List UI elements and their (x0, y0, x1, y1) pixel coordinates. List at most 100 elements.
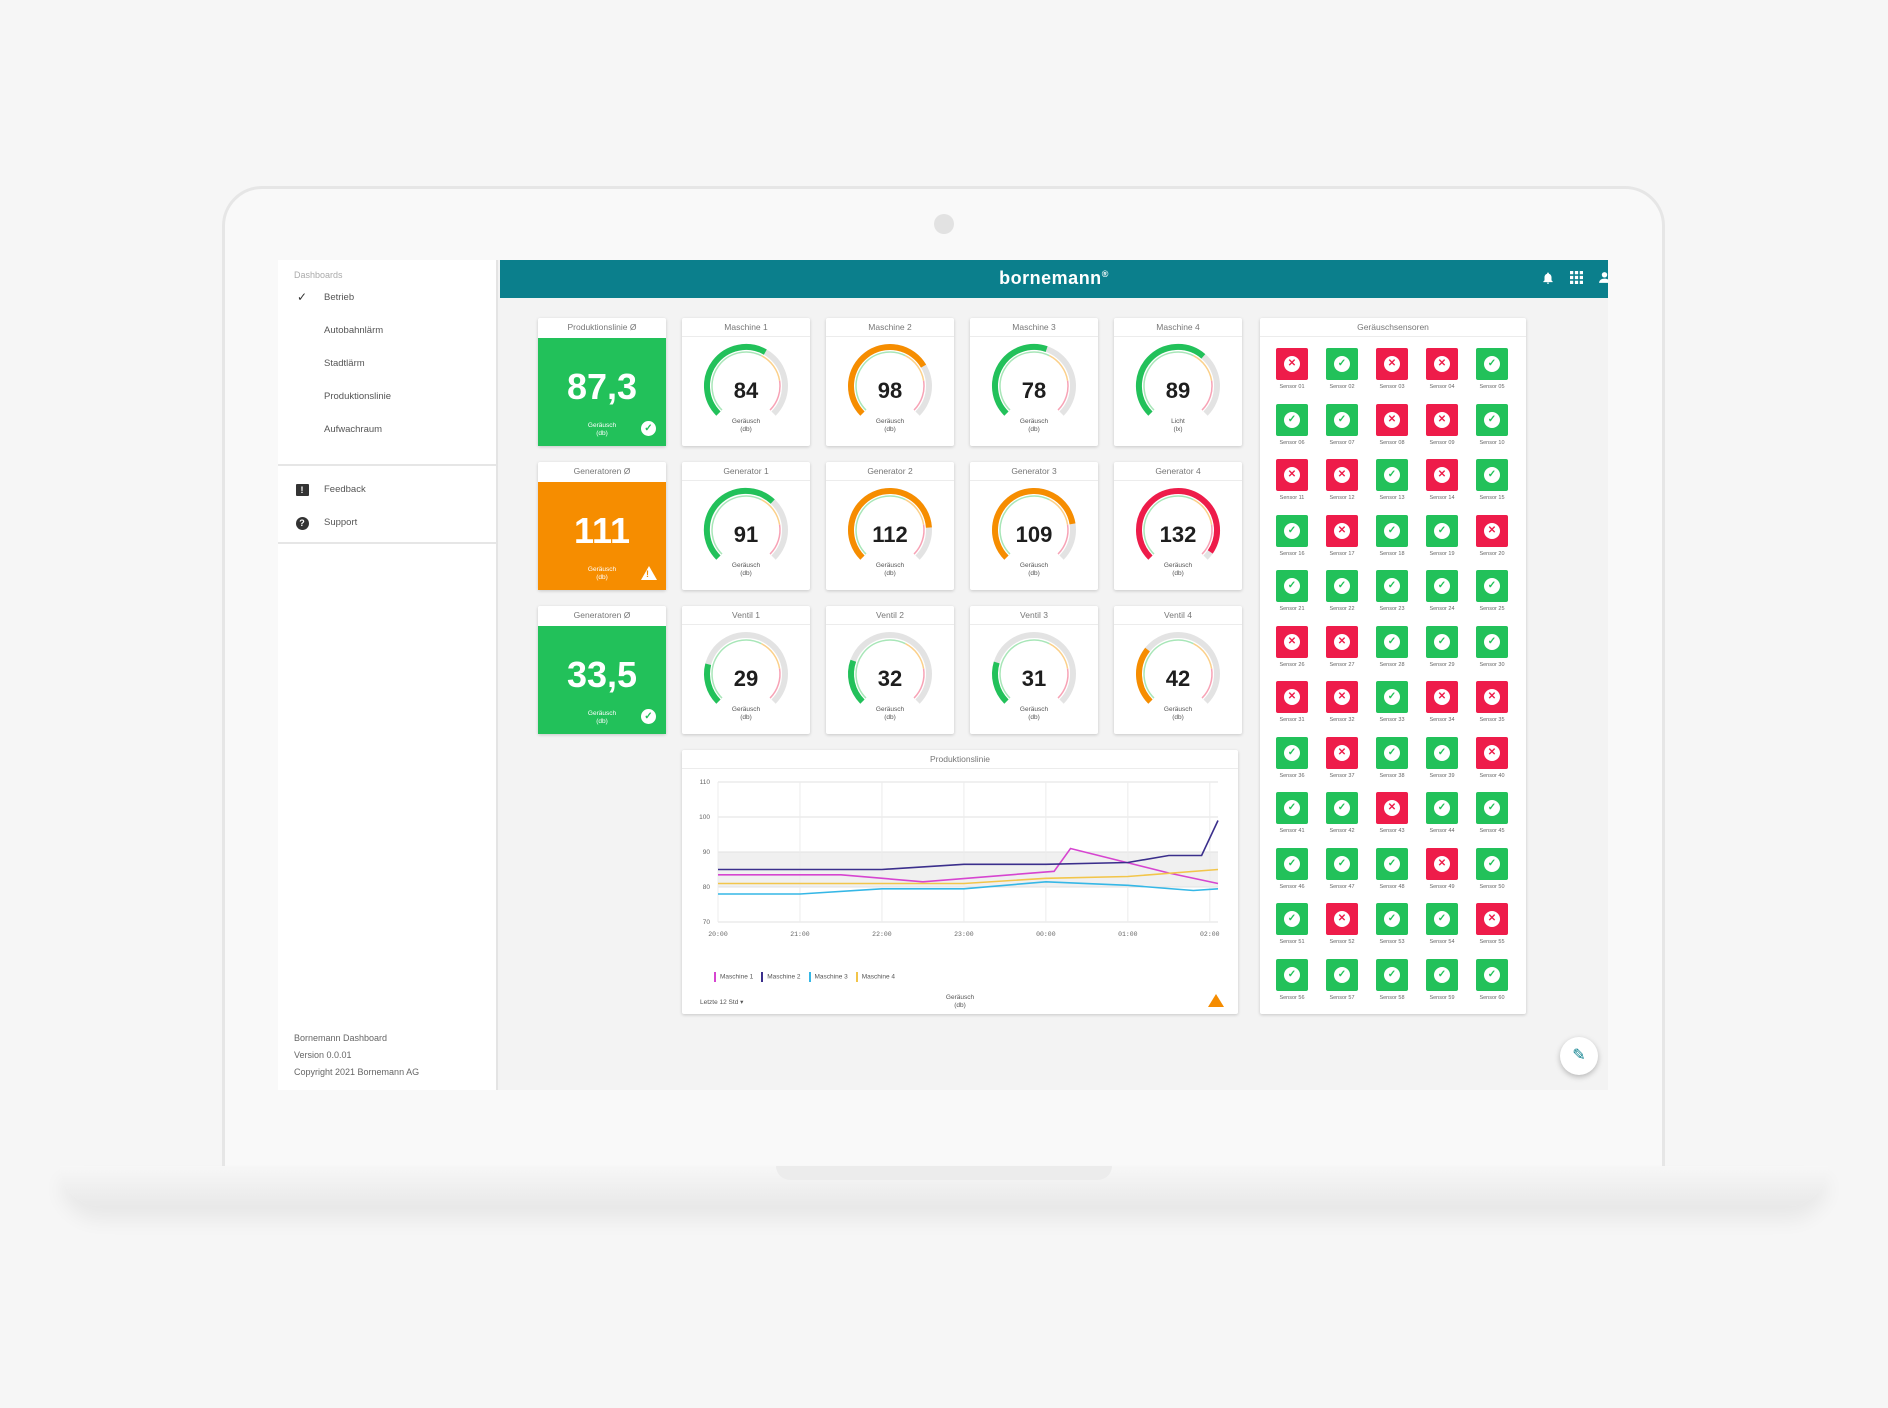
sensor-tile[interactable]: ✕ Sensor 09 (1420, 403, 1460, 456)
sensor-tile[interactable]: ✓ Sensor 19 (1420, 514, 1460, 567)
gauge-card[interactable]: Ventil 1 29 Geräusch (db) (682, 606, 810, 734)
range-dropdown[interactable]: Letzte 12 Std ▾ (700, 999, 744, 1006)
sensor-tile[interactable]: ✓ Sensor 25 (1470, 570, 1510, 622)
sensor-tile[interactable]: ✓ Sensor 10 (1470, 403, 1510, 456)
sensor-tile[interactable]: ✓ Sensor 07 (1320, 403, 1360, 456)
gauge-zone (1057, 668, 1069, 699)
sensor-label: Sensor 49 (1429, 883, 1455, 890)
sensor-tile[interactable]: ✓ Sensor 39 (1420, 736, 1460, 789)
sensor-tile[interactable]: ✕ Sensor 03 (1370, 348, 1410, 400)
sensor-tile[interactable]: ✓ Sensor 60 (1470, 958, 1510, 1011)
check-circle-icon: ✓ (1434, 633, 1450, 650)
sensor-tile[interactable]: ✕ Sensor 17 (1320, 514, 1360, 567)
chart-card-produktionslinie[interactable]: Produktionslinie 70 80 90 100 110 20:00 21:00 2… (682, 750, 1238, 1014)
sensor-tile[interactable]: ✓ Sensor 29 (1420, 625, 1460, 678)
sidebar-item-betrieb[interactable]: ✓ Betrieb (278, 282, 496, 312)
average-card-produktionslinie[interactable]: Produktionslinie Ø 87,3 Geräusch (db) ✓ (538, 318, 666, 446)
sensor-tile[interactable]: ✕ Sensor 04 (1420, 348, 1460, 400)
sensor-tile[interactable]: ✕ Sensor 12 (1320, 459, 1360, 511)
sensor-tile[interactable]: ✓ Sensor 53 (1370, 903, 1410, 955)
sensor-tile[interactable]: ✕ Sensor 52 (1320, 903, 1360, 955)
sensor-tile[interactable]: ✕ Sensor 11 (1270, 459, 1310, 511)
legend-item[interactable]: Maschine 1 (714, 972, 753, 982)
check-circle-icon: ✓ (1334, 855, 1350, 872)
sensor-tile[interactable]: ✕ Sensor 20 (1470, 514, 1510, 567)
sensor-tile[interactable]: ✓ Sensor 24 (1420, 570, 1460, 622)
average-card-generatoren[interactable]: Generatoren Ø 111 Geräusch (db) ! (538, 462, 666, 590)
sensor-tile[interactable]: ✓ Sensor 38 (1370, 736, 1410, 789)
sidebar-item-stadtlaerm[interactable]: Stadtlärm (278, 348, 496, 378)
gauge-card[interactable]: Generator 1 91 Geräusch (db) (682, 462, 810, 590)
sensor-tile[interactable]: ✓ Sensor 45 (1470, 792, 1510, 844)
sensor-tile[interactable]: ✓ Sensor 47 (1320, 847, 1360, 900)
sensor-tile[interactable]: ✕ Sensor 14 (1420, 459, 1460, 511)
sidebar-item-aufwachraum[interactable]: Aufwachraum (278, 414, 496, 444)
gauge-card[interactable]: Maschine 4 89 Licht (lx) (1114, 318, 1242, 446)
sidebar-item-produktionslinie[interactable]: Produktionslinie (278, 381, 496, 411)
sensor-tile[interactable]: ✓ Sensor 48 (1370, 847, 1410, 900)
sensor-tile[interactable]: ✓ Sensor 05 (1470, 348, 1510, 400)
sensor-tile[interactable]: ✓ Sensor 22 (1320, 570, 1360, 622)
gauge-card[interactable]: Ventil 2 32 Geräusch (db) (826, 606, 954, 734)
edit-fab-button[interactable]: ✎ (1560, 1037, 1598, 1075)
sensor-tile[interactable]: ✓ Sensor 59 (1420, 958, 1460, 1011)
sensor-tile[interactable]: ✓ Sensor 42 (1320, 792, 1360, 844)
sensor-tile[interactable]: ✕ Sensor 01 (1270, 348, 1310, 400)
sensor-tile[interactable]: ✓ Sensor 02 (1320, 348, 1360, 400)
sensor-tile[interactable]: ✓ Sensor 51 (1270, 903, 1310, 955)
error-circle-icon: ✕ (1434, 855, 1450, 872)
legend-item[interactable]: Maschine 2 (761, 972, 801, 982)
sensor-tile[interactable]: ✕ Sensor 35 (1470, 681, 1510, 733)
sensor-tile[interactable]: ✕ Sensor 34 (1420, 681, 1460, 733)
sensor-label: Sensor 31 (1279, 717, 1305, 723)
sensor-tile[interactable]: ✓ Sensor 33 (1370, 681, 1410, 733)
sensor-tile[interactable]: ✓ Sensor 28 (1370, 625, 1410, 678)
sensor-tile[interactable]: ✓ Sensor 41 (1270, 792, 1310, 844)
sensor-tile[interactable]: ✓ Sensor 50 (1470, 847, 1510, 900)
gauge-card[interactable]: Ventil 3 31 Geräusch (db) (970, 606, 1098, 734)
sensor-tile[interactable]: ✓ Sensor 58 (1370, 958, 1410, 1011)
sidebar-item-autobahnlaerm[interactable]: Autobahnlärm (278, 315, 496, 345)
sensor-tile[interactable]: ✓ Sensor 21 (1270, 570, 1310, 622)
apps-grid-icon[interactable] (1568, 271, 1584, 287)
sensor-tile[interactable]: ✓ Sensor 36 (1270, 736, 1310, 789)
sensor-tile[interactable]: ✕ Sensor 32 (1320, 681, 1360, 733)
footer-version: Version 0.0.01 (294, 1050, 352, 1060)
sidebar-item-support[interactable]: ? Support (278, 507, 496, 537)
sensor-tile[interactable]: ✕ Sensor 08 (1370, 403, 1410, 456)
sensor-tile[interactable]: ✕ Sensor 37 (1320, 736, 1360, 789)
sensor-tile[interactable]: ✓ Sensor 30 (1470, 625, 1510, 678)
sensor-tile[interactable]: ✓ Sensor 13 (1370, 459, 1410, 511)
sensor-tile[interactable]: ✓ Sensor 06 (1270, 403, 1310, 456)
sensor-label: Sensor 54 (1429, 939, 1455, 945)
bell-icon[interactable] (1540, 271, 1556, 287)
gauge-card[interactable]: Generator 3 109 Geräusch (db) (970, 462, 1098, 590)
sensor-tile[interactable]: ✓ Sensor 18 (1370, 514, 1410, 567)
sensor-tile[interactable]: ✕ Sensor 26 (1270, 625, 1310, 678)
sensor-tile[interactable]: ✕ Sensor 43 (1370, 792, 1410, 844)
average-card-ventile[interactable]: Generatoren Ø 33,5 Geräusch (db) ✓ (538, 606, 666, 734)
sensor-tile[interactable]: ✓ Sensor 56 (1270, 958, 1310, 1011)
gauge-card[interactable]: Maschine 2 98 Geräusch (db) (826, 318, 954, 446)
sensor-tile[interactable]: ✓ Sensor 46 (1270, 847, 1310, 900)
sensor-tile[interactable]: ✕ Sensor 27 (1320, 625, 1360, 678)
sensor-tile[interactable]: ✓ Sensor 23 (1370, 570, 1410, 622)
gauge-card[interactable]: Generator 2 112 Geräusch (db) (826, 462, 954, 590)
gauge-card[interactable]: Maschine 1 84 Geräusch (db) (682, 318, 810, 446)
gauge-card[interactable]: Ventil 4 42 Geräusch (db) (1114, 606, 1242, 734)
sensor-tile[interactable]: ✓ Sensor 57 (1320, 958, 1360, 1011)
legend-item[interactable]: Maschine 4 (855, 972, 895, 982)
gauge-card[interactable]: Generator 4 132 Geräusch (db) (1114, 462, 1242, 590)
sensor-tile[interactable]: ✓ Sensor 44 (1420, 792, 1460, 844)
account-icon[interactable] (1596, 271, 1608, 287)
sensor-tile[interactable]: ✕ Sensor 55 (1470, 903, 1510, 955)
sensor-tile[interactable]: ✕ Sensor 31 (1270, 681, 1310, 733)
gauge-card[interactable]: Maschine 3 78 Geräusch (db) (970, 318, 1098, 446)
sensor-tile[interactable]: ✕ Sensor 40 (1470, 736, 1510, 789)
sensor-tile[interactable]: ✓ Sensor 54 (1420, 903, 1460, 955)
sidebar-item-feedback[interactable]: ! Feedback (278, 474, 496, 504)
sensor-tile[interactable]: ✓ Sensor 15 (1470, 459, 1510, 511)
sensor-tile[interactable]: ✓ Sensor 16 (1270, 514, 1310, 567)
legend-item[interactable]: Maschine 3 (808, 972, 848, 982)
sensor-tile[interactable]: ✕ Sensor 49 (1420, 847, 1460, 900)
